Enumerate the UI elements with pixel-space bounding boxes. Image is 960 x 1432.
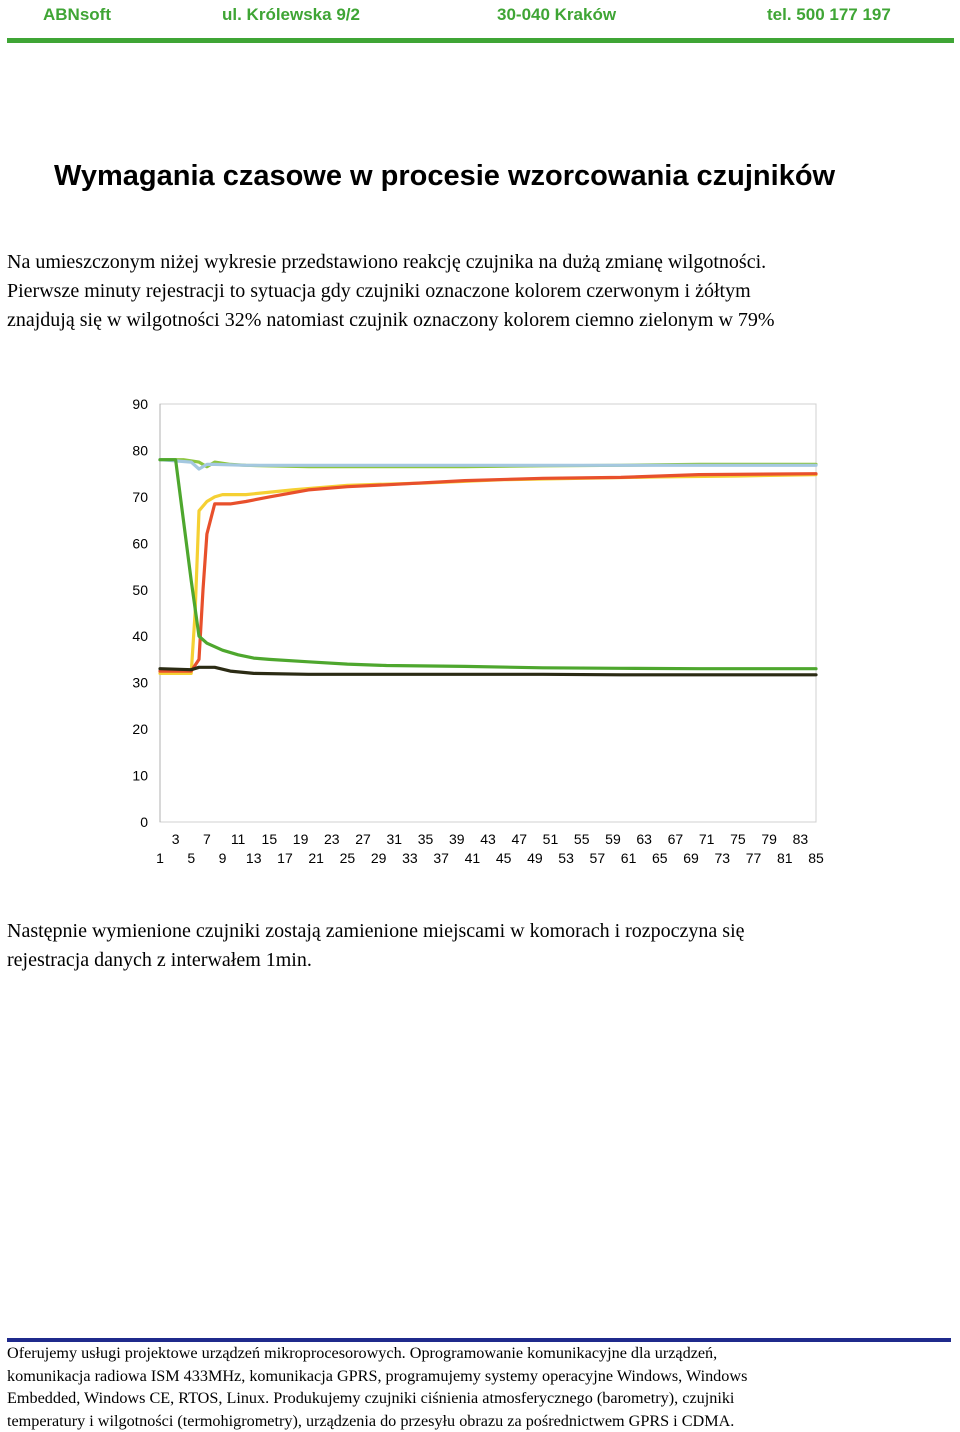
x-tick-label: 57	[590, 850, 606, 866]
x-tick-label: 43	[480, 831, 496, 847]
x-tick-label: 45	[496, 850, 512, 866]
intro-line: Na umieszczonym niżej wykresie przedstaw…	[7, 251, 767, 273]
footer-line: Oferujemy usługi projektowe urządzeń mik…	[7, 1344, 718, 1362]
x-tick-label: 53	[558, 850, 574, 866]
y-tick-label: 90	[132, 396, 148, 412]
series-line-6	[158, 665, 818, 677]
series-line-5	[158, 458, 818, 671]
page-title: Wymagania czasowe w procesie wzorcowania…	[54, 160, 836, 192]
x-tick-label: 9	[219, 850, 227, 866]
intro-line: Pierwsze minuty rejestracji to sytuacja …	[7, 280, 751, 302]
footer-text: Oferujemy usługi projektowe urządzeń mik…	[7, 1342, 952, 1432]
x-tick-label: 37	[433, 850, 449, 866]
x-tick-label: 49	[527, 850, 543, 866]
x-tick-label: 67	[668, 831, 684, 847]
x-tick-label: 85	[808, 850, 824, 866]
footer-divider	[7, 1338, 951, 1342]
x-tick-label: 75	[730, 831, 746, 847]
y-tick-label: 50	[132, 582, 148, 598]
company-name: ABNsoft	[43, 5, 111, 24]
x-tick-label: 1	[156, 850, 164, 866]
company-phone: tel. 500 177 197	[767, 5, 891, 24]
x-tick-label: 15	[262, 831, 278, 847]
y-tick-label: 60	[132, 535, 148, 551]
y-tick-label: 40	[132, 628, 148, 644]
x-tick-label: 63	[636, 831, 652, 847]
x-tick-label: 81	[777, 850, 793, 866]
header-divider	[7, 38, 954, 43]
after-line: Następnie wymienione czujniki zostają za…	[7, 920, 745, 942]
x-tick-label: 17	[277, 850, 293, 866]
x-tick-label: 19	[293, 831, 309, 847]
y-tick-label: 10	[132, 768, 148, 784]
x-tick-label: 61	[621, 850, 637, 866]
company-street: ul. Królewska 9/2	[222, 5, 360, 24]
x-tick-label: 31	[386, 831, 402, 847]
x-tick-label: 13	[246, 850, 262, 866]
footer-line: temperatury i wilgotności (termohigromet…	[7, 1411, 735, 1430]
x-tick-label: 77	[746, 850, 762, 866]
y-tick-label: 70	[132, 489, 148, 505]
x-tick-label: 27	[355, 831, 371, 847]
intro-paragraph: Na umieszczonym niżej wykresie przedstaw…	[7, 248, 937, 335]
x-tick-label: 11	[231, 831, 246, 847]
x-tick-label: 33	[402, 850, 418, 866]
after-chart-paragraph: Następnie wymienione czujniki zostają za…	[7, 917, 937, 975]
x-tick-label: 7	[203, 831, 211, 847]
x-tick-label: 83	[793, 831, 809, 847]
y-tick-label: 0	[140, 814, 148, 830]
x-tick-label: 55	[574, 831, 590, 847]
y-tick-label: 30	[132, 675, 148, 691]
x-tick-label: 23	[324, 831, 340, 847]
x-tick-label: 35	[418, 831, 434, 847]
x-tick-label: 71	[699, 831, 715, 847]
x-tick-label: 39	[449, 831, 465, 847]
x-tick-label: 73	[714, 850, 730, 866]
x-tick-label: 47	[511, 831, 527, 847]
intro-line: znajdują się w wilgotności 32% natomiast…	[7, 309, 775, 331]
x-tick-label: 59	[605, 831, 621, 847]
footer-line: Embedded, Windows CE, RTOS, Linux. Produ…	[7, 1389, 735, 1407]
footer-line: komunikacja radiowa ISM 433MHz, komunika…	[7, 1366, 748, 1385]
x-tick-label: 25	[340, 850, 356, 866]
x-tick-label: 41	[465, 850, 481, 866]
y-tick-label: 80	[132, 442, 148, 458]
page-header: ABNsoft ul. Królewska 9/2 30-040 Kraków …	[0, 0, 960, 44]
company-city: 30-040 Kraków	[497, 5, 617, 24]
x-tick-label: 3	[172, 831, 180, 847]
x-tick-label: 21	[308, 850, 324, 866]
x-tick-label: 69	[683, 850, 699, 866]
x-tick-label: 51	[543, 831, 559, 847]
x-tick-label: 5	[187, 850, 195, 866]
x-tick-label: 29	[371, 850, 387, 866]
x-tick-label: 79	[761, 831, 777, 847]
after-line: rejestracja danych z interwałem 1min.	[7, 949, 312, 971]
y-tick-label: 20	[132, 721, 148, 737]
x-tick-label: 65	[652, 850, 668, 866]
series-line-2	[158, 458, 818, 471]
series-line-4	[158, 472, 818, 673]
